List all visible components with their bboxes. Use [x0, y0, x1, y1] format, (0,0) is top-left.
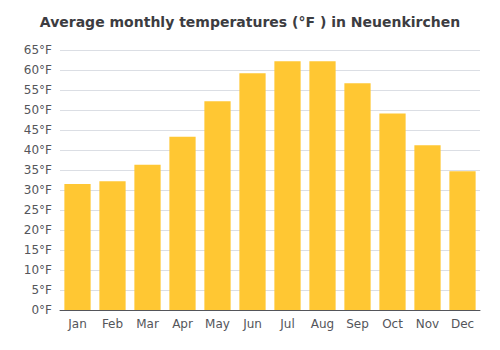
svg-text:Mar: Mar — [136, 317, 159, 331]
svg-text:55°F: 55°F — [24, 83, 52, 97]
svg-text:Oct: Oct — [382, 317, 403, 331]
svg-text:Average monthly temperatures (: Average monthly temperatures (°F ) in Ne… — [40, 14, 460, 30]
svg-text:15°F: 15°F — [24, 243, 52, 257]
svg-text:Feb: Feb — [102, 317, 123, 331]
svg-text:20°F: 20°F — [24, 223, 52, 237]
svg-text:10°F: 10°F — [24, 263, 52, 277]
svg-text:25°F: 25°F — [24, 203, 52, 217]
svg-text:30°F: 30°F — [24, 183, 52, 197]
svg-text:Jun: Jun — [242, 317, 262, 331]
svg-text:Apr: Apr — [172, 317, 193, 331]
svg-text:0°F: 0°F — [31, 303, 52, 317]
svg-text:Sep: Sep — [346, 317, 369, 331]
svg-text:50°F: 50°F — [24, 103, 52, 117]
svg-text:Jul: Jul — [279, 317, 294, 331]
svg-text:Jan: Jan — [67, 317, 87, 331]
svg-text:40°F: 40°F — [24, 143, 52, 157]
svg-text:May: May — [205, 317, 230, 331]
svg-text:Dec: Dec — [451, 317, 474, 331]
svg-text:Aug: Aug — [311, 317, 334, 331]
svg-text:65°F: 65°F — [24, 43, 52, 57]
svg-text:45°F: 45°F — [24, 123, 52, 137]
svg-text:5°F: 5°F — [31, 283, 52, 297]
svg-text:60°F: 60°F — [24, 63, 52, 77]
svg-text:Nov: Nov — [416, 317, 439, 331]
svg-text:35°F: 35°F — [24, 163, 52, 177]
